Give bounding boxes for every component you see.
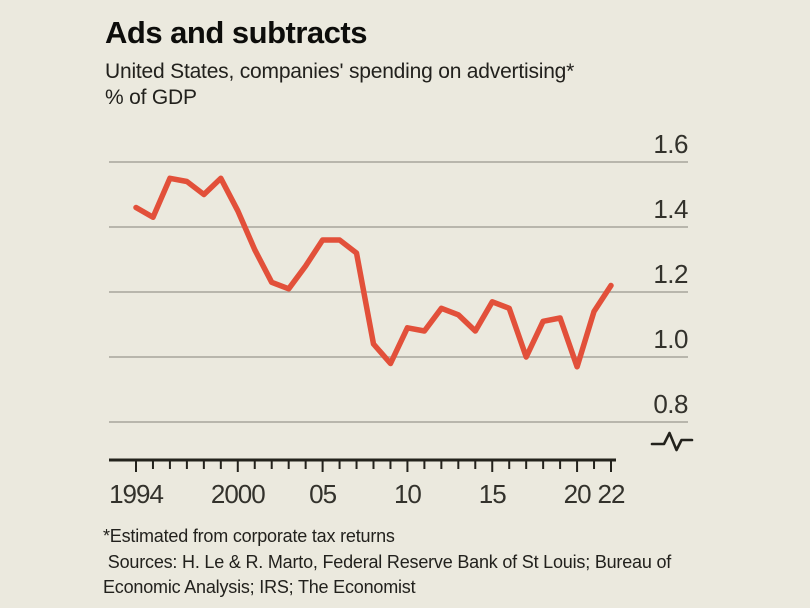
y-tick-label: 1.4 [653,194,688,224]
x-tick-label: 10 [394,479,421,509]
y-tick-label: 1.2 [653,259,688,289]
x-tick-label: 1994 [109,479,163,509]
footnote: *Estimated from corporate tax returns [103,526,395,546]
x-tick-label: 2000 [211,479,265,509]
y-tick-label: 1.0 [653,324,688,354]
chart-unit-label: % of GDP [105,86,197,109]
y-tick-label: 1.6 [653,129,688,159]
x-tick-label: 05 [309,479,336,509]
data-line-series [133,175,614,370]
chart-footer: *Estimated from corporate tax returns So… [103,524,671,601]
source-line-2: Economic Analysis; IRS; The Economist [103,577,416,597]
x-tick-label: 22 [598,479,625,509]
axis-break-icon [650,431,694,452]
source-line-1: Sources: H. Le & R. Marto, Federal Reser… [103,551,672,572]
chart-title: Ads and subtracts [105,15,367,50]
chart-subtitle-block: United States, companies' spending on ad… [105,59,574,111]
x-tick-label: 20 [564,479,591,509]
y-tick-label: 0.8 [653,389,688,419]
x-tick-label: 15 [479,479,506,509]
chart-subtitle: United States, companies' spending on ad… [105,60,575,83]
